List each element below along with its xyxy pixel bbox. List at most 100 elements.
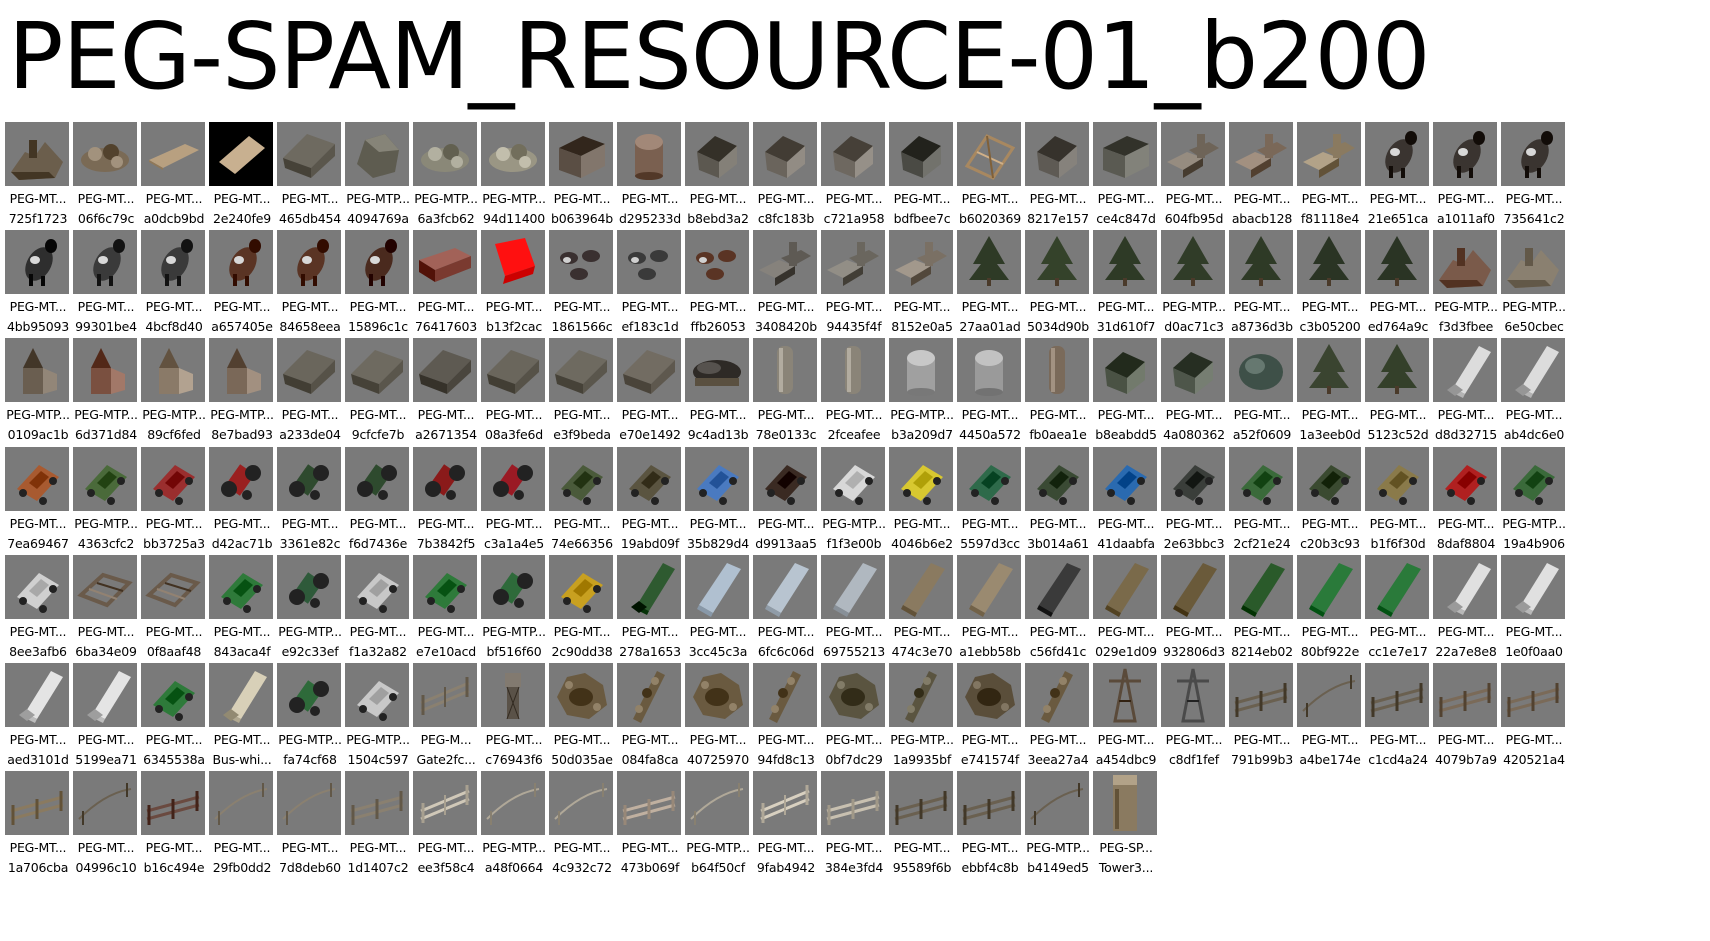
- thumbnail-tile[interactable]: PEG-MT... d9913aa5: [750, 446, 822, 559]
- thumbnail-tile[interactable]: PEG-MT... 94fd8c13: [750, 663, 822, 775]
- thumbnail-tile[interactable]: PEG-MT... 27aa01ad: [954, 230, 1026, 342]
- thumbnail-tile[interactable]: PEG-MTP... 89cf6fed: [138, 338, 210, 450]
- thumbnail-tile[interactable]: PEG-MT... ebbf4c8b: [954, 771, 1026, 883]
- thumbnail-tile[interactable]: PEG-MT... 932806d3: [1158, 554, 1230, 667]
- thumbnail-tile[interactable]: PEG-MTP... e92c33ef: [274, 554, 346, 667]
- thumbnail-tile[interactable]: PEG-MT... 74e66356: [546, 446, 618, 559]
- thumbnail-tile[interactable]: PEG-MT... 0bf7dc29: [818, 663, 890, 775]
- thumbnail-tile[interactable]: PEG-MT... 95589f6b: [886, 771, 958, 883]
- thumbnail-tile[interactable]: PEG-MT... 9c4ad13b: [682, 338, 754, 450]
- thumbnail-tile[interactable]: PEG-MT... a1011af0: [1430, 122, 1502, 234]
- thumbnail-tile[interactable]: PEG-MT... a52f0609: [1226, 338, 1298, 450]
- thumbnail-tile[interactable]: PEG-MT... 8ee3afb6: [2, 554, 74, 667]
- thumbnail-tile[interactable]: PEG-MT... c721a958: [818, 122, 890, 234]
- thumbnail-tile[interactable]: PEG-MT... 1861566c: [546, 230, 618, 342]
- thumbnail-tile[interactable]: PEG-MT... 6345538a: [138, 663, 210, 775]
- thumbnail-tile[interactable]: PEG-MT... 735641c2: [1498, 122, 1570, 234]
- thumbnail-tile[interactable]: PEG-SP... Tower3...: [1090, 771, 1162, 883]
- thumbnail-tile[interactable]: PEG-MT... 4bb95093: [2, 230, 74, 342]
- thumbnail-tile[interactable]: PEG-MT... 7d8deb60: [274, 771, 346, 883]
- thumbnail-tile[interactable]: PEG-MT... 604fb95d: [1158, 122, 1230, 234]
- thumbnail-tile[interactable]: PEG-MT... 420521a4: [1498, 663, 1570, 775]
- thumbnail-tile[interactable]: PEG-MT... Bus-whi...: [206, 663, 278, 775]
- thumbnail-tile[interactable]: PEG-MT... aed3101d: [2, 663, 74, 775]
- thumbnail-tile[interactable]: PEG-MT... b6020369: [954, 122, 1026, 234]
- thumbnail-tile[interactable]: PEG-MT... b8ebd3a2: [682, 122, 754, 234]
- thumbnail-tile[interactable]: PEG-MTP... 94d11400: [478, 122, 550, 234]
- thumbnail-tile[interactable]: PEG-MT... 6ba34e09: [70, 554, 142, 667]
- thumbnail-tile[interactable]: PEG-MT... 473b069f: [614, 771, 686, 883]
- thumbnail-tile[interactable]: PEG-MT... 06f6c79c: [70, 122, 142, 234]
- thumbnail-tile[interactable]: PEG-MTP... f1f3e00b: [818, 446, 890, 559]
- thumbnail-tile[interactable]: PEG-MT... 84658eea: [274, 230, 346, 342]
- thumbnail-tile[interactable]: PEG-MT... a2671354: [410, 338, 482, 450]
- thumbnail-tile[interactable]: PEG-MT... 029e1d09: [1090, 554, 1162, 667]
- thumbnail-tile[interactable]: PEG-MT... b063964b: [546, 122, 618, 234]
- thumbnail-tile[interactable]: PEG-MT... c3b05200: [1294, 230, 1366, 342]
- thumbnail-tile[interactable]: PEG-MT... b16c494e: [138, 771, 210, 883]
- thumbnail-tile[interactable]: PEG-MT... c8df1fef: [1158, 663, 1230, 775]
- thumbnail-tile[interactable]: PEG-MT... 40725970: [682, 663, 754, 775]
- thumbnail-tile[interactable]: PEG-MT... 04996c10: [70, 771, 142, 883]
- thumbnail-tile[interactable]: PEG-MT... 8152e0a5: [886, 230, 958, 342]
- thumbnail-tile[interactable]: PEG-MT... 465db454: [274, 122, 346, 234]
- thumbnail-tile[interactable]: PEG-MT... c3a1a4e5: [478, 446, 550, 559]
- thumbnail-tile[interactable]: PEG-MT... a4be174e: [1294, 663, 1366, 775]
- thumbnail-tile[interactable]: PEG-MT... a8736d3b: [1226, 230, 1298, 342]
- thumbnail-tile[interactable]: PEG-MT... 3b014a61: [1022, 446, 1094, 559]
- thumbnail-tile[interactable]: PEG-MT... f81118e4: [1294, 122, 1366, 234]
- thumbnail-tile[interactable]: PEG-MT... 725f1723: [2, 122, 74, 234]
- thumbnail-tile[interactable]: PEG-MT... b13f2cac: [478, 230, 550, 342]
- thumbnail-tile[interactable]: PEG-MT... 50d035ae: [546, 663, 618, 775]
- thumbnail-tile[interactable]: PEG-MT... 0f8aaf48: [138, 554, 210, 667]
- thumbnail-tile[interactable]: PEG-MTP... 0109ac1b: [2, 338, 74, 450]
- thumbnail-tile[interactable]: PEG-MT... 76417603: [410, 230, 482, 342]
- thumbnail-tile[interactable]: PEG-MT... bdfbee7c: [886, 122, 958, 234]
- thumbnail-tile[interactable]: PEG-MT... d295233d: [614, 122, 686, 234]
- thumbnail-tile[interactable]: PEG-MT... 8daf8804: [1430, 446, 1502, 559]
- thumbnail-tile[interactable]: PEG-MTP... 1504c597: [342, 663, 414, 775]
- thumbnail-tile[interactable]: PEG-MT... 474c3e70: [886, 554, 958, 667]
- thumbnail-tile[interactable]: PEG-MT... 5199ea71: [70, 663, 142, 775]
- thumbnail-tile[interactable]: PEG-MT... 5123c52d: [1362, 338, 1434, 450]
- thumbnail-tile[interactable]: PEG-MTP... bf516f60: [478, 554, 550, 667]
- thumbnail-tile[interactable]: PEG-MT... ee3f58c4: [410, 771, 482, 883]
- thumbnail-tile[interactable]: PEG-MT... 8217e157: [1022, 122, 1094, 234]
- thumbnail-tile[interactable]: PEG-MT... 4a080362: [1158, 338, 1230, 450]
- thumbnail-tile[interactable]: PEG-MTP... 6a3fcb62: [410, 122, 482, 234]
- thumbnail-tile[interactable]: PEG-MT... 19abd09f: [614, 446, 686, 559]
- thumbnail-tile[interactable]: PEG-MT... 15896c1c: [342, 230, 414, 342]
- thumbnail-tile[interactable]: PEG-MT... c20b3c93: [1294, 446, 1366, 559]
- thumbnail-tile[interactable]: PEG-MT... a454dbc9: [1090, 663, 1162, 775]
- thumbnail-tile[interactable]: PEG-MT... 1e0f0aa0: [1498, 554, 1570, 667]
- thumbnail-tile[interactable]: PEG-MT... 6fc6c06d: [750, 554, 822, 667]
- thumbnail-tile[interactable]: PEG-MT... 278a1653: [614, 554, 686, 667]
- thumbnail-tile[interactable]: PEG-MTP... b3a209d7: [886, 338, 958, 450]
- thumbnail-tile[interactable]: PEG-MT... 791b99b3: [1226, 663, 1298, 775]
- thumbnail-tile[interactable]: PEG-MTP... 4094769a: [342, 122, 414, 234]
- thumbnail-tile[interactable]: PEG-MT... 2c90dd38: [546, 554, 618, 667]
- thumbnail-tile[interactable]: PEG-MT... a0dcb9bd: [138, 122, 210, 234]
- thumbnail-tile[interactable]: PEG-MT... 3408420b: [750, 230, 822, 342]
- thumbnail-tile[interactable]: PEG-MTP... 8e7bad93: [206, 338, 278, 450]
- thumbnail-tile[interactable]: PEG-MT... ed764a9c: [1362, 230, 1434, 342]
- thumbnail-tile[interactable]: PEG-MT... 2e63bbc3: [1158, 446, 1230, 559]
- thumbnail-tile[interactable]: PEG-MT... 94435f4f: [818, 230, 890, 342]
- thumbnail-tile[interactable]: PEG-MT... c56fd41c: [1022, 554, 1094, 667]
- thumbnail-tile[interactable]: PEG-MTP... 6d371d84: [70, 338, 142, 450]
- thumbnail-tile[interactable]: PEG-MT... 843aca4f: [206, 554, 278, 667]
- thumbnail-tile[interactable]: PEG-MT... 29fb0dd2: [206, 771, 278, 883]
- thumbnail-tile[interactable]: PEG-MT... f1a32a82: [342, 554, 414, 667]
- thumbnail-tile[interactable]: PEG-MT... d42ac71b: [206, 446, 278, 559]
- thumbnail-tile[interactable]: PEG-MT... d8d32715: [1430, 338, 1502, 450]
- thumbnail-tile[interactable]: PEG-MT... 084fa8ca: [614, 663, 686, 775]
- thumbnail-tile[interactable]: PEG-M... Gate2fc...: [410, 663, 482, 775]
- thumbnail-tile[interactable]: PEG-MT... 3361e82c: [274, 446, 346, 559]
- thumbnail-tile[interactable]: PEG-MT... c76943f6: [478, 663, 550, 775]
- thumbnail-tile[interactable]: PEG-MTP... fa74cf68: [274, 663, 346, 775]
- thumbnail-tile[interactable]: PEG-MT... 78e0133c: [750, 338, 822, 450]
- thumbnail-tile[interactable]: PEG-MT... cc1e7e17: [1362, 554, 1434, 667]
- thumbnail-tile[interactable]: PEG-MT... 69755213: [818, 554, 890, 667]
- thumbnail-tile[interactable]: PEG-MT... 80bf922e: [1294, 554, 1366, 667]
- thumbnail-tile[interactable]: PEG-MT... ce4c847d: [1090, 122, 1162, 234]
